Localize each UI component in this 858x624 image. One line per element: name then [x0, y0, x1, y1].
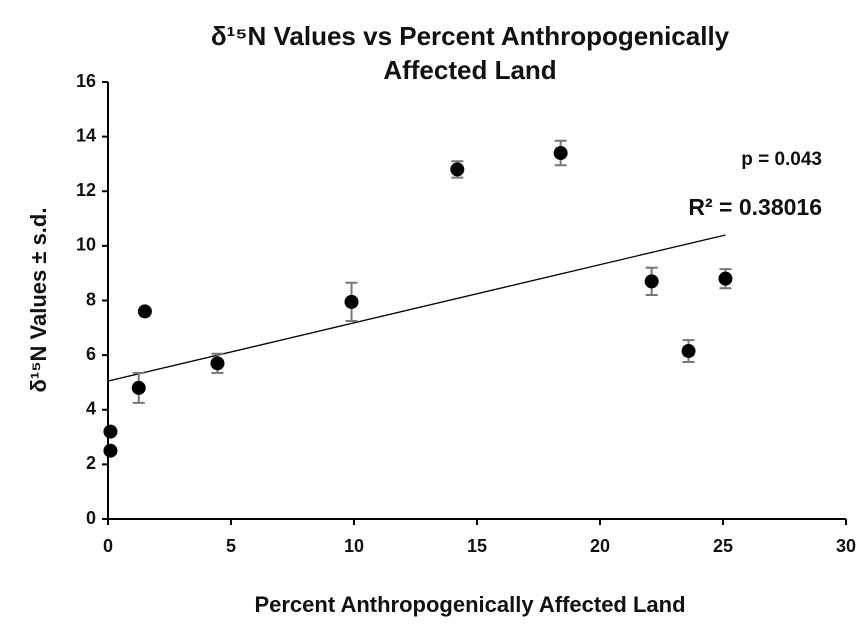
point: [681, 344, 696, 359]
point: [131, 380, 146, 395]
y-tick-label: 8: [86, 289, 96, 309]
y-tick-label: 16: [76, 71, 96, 91]
x-tick-label: 20: [590, 536, 610, 556]
annotation: R² = 0.38016: [688, 194, 822, 220]
x-axis-label: Percent Anthropogenically Affected Land: [254, 592, 685, 617]
x-tick-label: 0: [103, 536, 113, 556]
point: [553, 146, 568, 161]
y-tick-label: 6: [86, 344, 96, 364]
point: [344, 294, 359, 309]
point: [103, 424, 118, 439]
point: [644, 274, 659, 289]
point: [718, 271, 733, 286]
chart-title: δ¹⁵N Values vs Percent Anthropogenically: [211, 21, 730, 51]
point: [450, 162, 465, 177]
y-tick-label: 0: [86, 508, 96, 528]
x-tick-label: 10: [344, 536, 364, 556]
y-tick-label: 2: [86, 453, 96, 473]
y-axis-label: δ¹⁵N Values ± s.d.: [26, 208, 51, 393]
y-tick-label: 10: [76, 235, 96, 255]
chart-title: Affected Land: [383, 55, 556, 85]
point: [103, 443, 118, 458]
point: [210, 356, 225, 371]
x-tick-label: 30: [836, 536, 856, 556]
y-tick-label: 4: [86, 399, 96, 419]
x-tick-label: 5: [226, 536, 236, 556]
y-tick-label: 12: [76, 180, 96, 200]
annotation: p = 0.043: [741, 149, 822, 170]
x-tick-label: 25: [713, 536, 733, 556]
y-tick-label: 14: [76, 125, 96, 145]
trend-line: [107, 234, 726, 382]
x-tick-label: 15: [467, 536, 487, 556]
point: [137, 304, 152, 319]
